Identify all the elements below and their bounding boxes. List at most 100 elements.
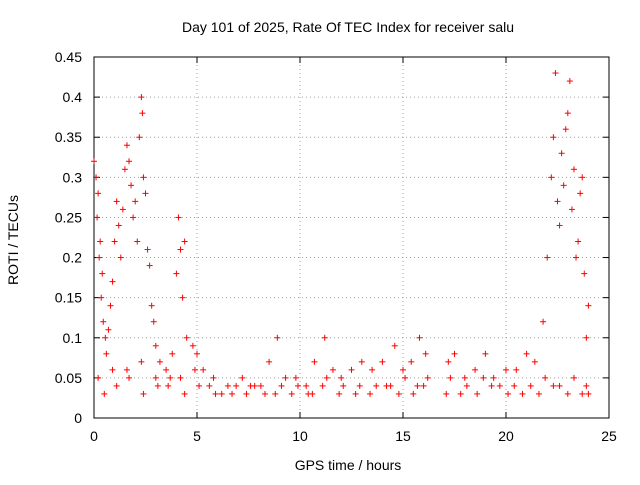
data-point — [577, 190, 584, 197]
data-point — [109, 278, 116, 285]
data-point — [218, 390, 225, 397]
data-point — [457, 390, 464, 397]
data-point — [447, 374, 454, 381]
data-point — [101, 390, 108, 397]
data-point — [177, 374, 184, 381]
data-point — [196, 382, 203, 389]
data-point — [247, 382, 254, 389]
data-point — [111, 238, 118, 245]
data-point — [513, 366, 520, 373]
data-point — [583, 382, 590, 389]
data-point — [210, 374, 217, 381]
data-point — [414, 382, 421, 389]
data-point — [550, 382, 557, 389]
data-point — [165, 382, 172, 389]
data-point — [519, 390, 526, 397]
data-point — [373, 382, 380, 389]
data-point — [544, 254, 551, 261]
data-point — [272, 390, 279, 397]
grid-layer — [94, 57, 609, 418]
data-point — [352, 390, 359, 397]
data-point — [99, 270, 106, 277]
data-points-layer — [91, 70, 592, 397]
data-point — [138, 358, 145, 365]
data-point — [163, 366, 170, 373]
data-point — [568, 206, 575, 213]
data-point — [144, 246, 151, 253]
axes-layer: 0 5 10 15 20 25 0 0.05 0.1 0.15 0.2 0.25 0.3 0.35 0.4 0… — [55, 49, 617, 444]
data-point — [550, 134, 557, 141]
data-point — [136, 134, 143, 141]
data-point — [581, 270, 588, 277]
data-point — [548, 174, 555, 181]
data-point — [443, 390, 450, 397]
data-point — [564, 110, 571, 117]
x-tick-label: 10 — [292, 428, 308, 444]
data-point — [94, 214, 101, 221]
data-point — [233, 382, 240, 389]
x-tick-label: 5 — [193, 428, 201, 444]
data-point — [288, 390, 295, 397]
data-point — [292, 374, 299, 381]
y-tick-label: 0.25 — [55, 209, 82, 225]
data-point — [95, 374, 102, 381]
data-point — [336, 390, 343, 397]
y-tick-label: 0.35 — [55, 129, 82, 145]
data-point — [445, 358, 452, 365]
data-point — [503, 366, 509, 373]
data-point — [294, 382, 301, 389]
data-point — [540, 318, 547, 325]
data-point — [113, 198, 120, 205]
data-point — [239, 374, 246, 381]
data-point — [191, 366, 198, 373]
data-point — [243, 390, 250, 397]
data-point — [585, 302, 592, 309]
data-point — [126, 374, 133, 381]
y-tick-label: 0.2 — [63, 250, 83, 266]
data-point — [420, 382, 427, 389]
data-point — [575, 238, 582, 245]
data-point — [93, 174, 100, 181]
y-tick-label: 0.1 — [63, 330, 83, 346]
x-tick-label: 20 — [498, 428, 514, 444]
data-point — [173, 270, 180, 277]
data-point — [488, 382, 495, 389]
data-point — [416, 334, 423, 341]
data-point — [338, 374, 345, 381]
data-point — [391, 342, 398, 349]
data-point — [189, 342, 196, 349]
data-point — [119, 206, 126, 213]
data-point — [505, 390, 512, 397]
y-tick-label: 0 — [74, 410, 82, 426]
data-point — [278, 382, 285, 389]
data-point — [130, 214, 137, 221]
data-point — [103, 350, 110, 357]
data-point — [261, 390, 268, 397]
data-point — [107, 302, 114, 309]
data-point — [181, 390, 188, 397]
data-point — [140, 390, 147, 397]
data-point — [531, 358, 538, 365]
data-point — [560, 182, 567, 189]
y-tick-label: 0.15 — [55, 290, 82, 306]
data-point — [379, 358, 386, 365]
data-point — [117, 254, 124, 261]
data-point — [527, 382, 534, 389]
data-point — [303, 382, 310, 389]
data-point — [98, 294, 105, 301]
data-point — [115, 222, 122, 229]
data-point — [463, 382, 470, 389]
data-point — [179, 294, 186, 301]
data-point — [482, 350, 489, 357]
data-point — [212, 390, 219, 397]
data-point — [422, 350, 429, 357]
data-point — [402, 374, 409, 381]
data-point — [95, 190, 102, 197]
data-point — [169, 350, 176, 357]
data-point — [152, 374, 159, 381]
y-tick-label: 0.45 — [55, 49, 82, 65]
data-point — [200, 366, 207, 373]
data-point — [566, 78, 573, 85]
data-point — [123, 366, 130, 373]
